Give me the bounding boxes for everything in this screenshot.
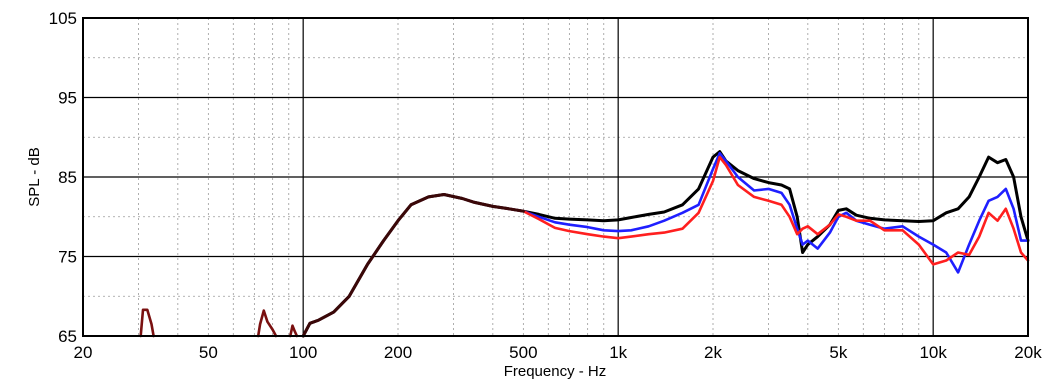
- x-tick-label: 5k: [829, 343, 847, 362]
- grid-major: [83, 18, 1028, 336]
- x-tick-labels: 20 50 100 200 500 1k 2k 5k 10k 20k: [74, 343, 1042, 362]
- x-tick-label: 2k: [704, 343, 722, 362]
- x-tick-label: 100: [289, 343, 317, 362]
- series-line-1-overlay: [301, 193, 525, 338]
- series-layer: [139, 150, 1030, 338]
- y-tick-label: 105: [49, 9, 77, 28]
- grid-minor: [83, 18, 1028, 336]
- series-line-5: [256, 309, 278, 338]
- y-tick-label: 85: [58, 168, 77, 187]
- series-line-6: [289, 324, 299, 338]
- x-tick-label: 20: [74, 343, 93, 362]
- y-tick-label: 65: [58, 327, 77, 346]
- x-tick-label: 50: [199, 343, 218, 362]
- y-axis-label: SPL - dB: [26, 147, 43, 206]
- x-tick-label: 1k: [609, 343, 627, 362]
- y-tick-labels: 65 75 85 95 105: [49, 9, 77, 346]
- plot-frame: [82, 17, 1029, 337]
- x-tick-label: 20k: [1014, 343, 1042, 362]
- x-axis-label: Frequency - Hz: [504, 363, 607, 380]
- x-tick-label: 200: [384, 343, 412, 362]
- y-tick-label: 75: [58, 248, 77, 267]
- x-tick-label: 10k: [919, 343, 947, 362]
- series-line-4: [139, 308, 155, 338]
- y-tick-label: 95: [58, 89, 77, 108]
- x-tick-label: 500: [509, 343, 537, 362]
